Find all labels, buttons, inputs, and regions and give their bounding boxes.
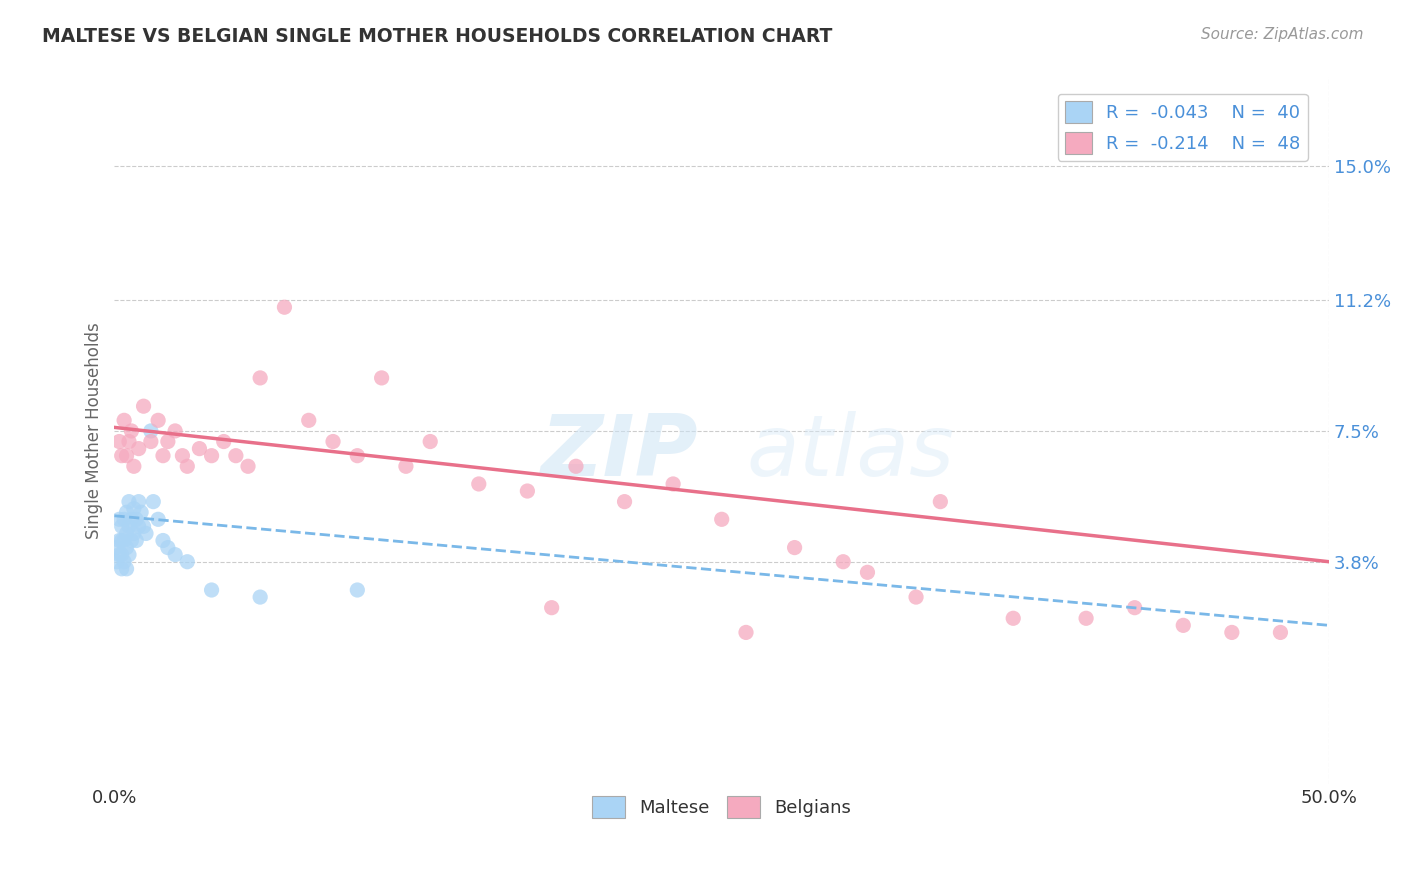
Point — [115, 562, 138, 576]
Text: ZIP: ZIP — [540, 410, 697, 493]
Point — [111, 533, 134, 548]
Point — [142, 494, 165, 508]
Legend: Maltese, Belgians: Maltese, Belgians — [585, 789, 859, 825]
Point — [832, 555, 855, 569]
Point — [115, 449, 138, 463]
Point — [125, 512, 148, 526]
Point — [112, 533, 135, 548]
Point — [735, 625, 758, 640]
Point — [132, 519, 155, 533]
Text: Source: ZipAtlas.com: Source: ZipAtlas.com — [1201, 27, 1364, 42]
Point — [105, 555, 128, 569]
Point — [783, 541, 806, 555]
Point — [120, 533, 142, 548]
Point — [146, 413, 169, 427]
Point — [122, 501, 145, 516]
Point — [249, 590, 271, 604]
Point — [152, 449, 174, 463]
Point — [613, 494, 636, 508]
Point — [346, 582, 368, 597]
Point — [105, 541, 128, 555]
Point — [298, 413, 321, 427]
Point — [172, 449, 194, 463]
Point — [122, 459, 145, 474]
Point — [165, 424, 187, 438]
Point — [1074, 611, 1097, 625]
Point — [111, 562, 134, 576]
Point — [200, 582, 222, 597]
Point — [540, 600, 562, 615]
Point — [112, 413, 135, 427]
Point — [200, 449, 222, 463]
Point — [139, 424, 162, 438]
Point — [111, 449, 134, 463]
Point — [118, 434, 141, 449]
Y-axis label: Single Mother Households: Single Mother Households — [86, 323, 103, 540]
Point — [129, 505, 152, 519]
Point — [156, 541, 179, 555]
Point — [128, 442, 150, 456]
Point — [108, 533, 131, 548]
Point — [111, 548, 134, 562]
Point — [139, 434, 162, 449]
Point — [108, 548, 131, 562]
Point — [125, 533, 148, 548]
Point — [929, 494, 952, 508]
Point — [165, 548, 187, 562]
Point — [225, 449, 247, 463]
Point — [565, 459, 588, 474]
Point — [395, 459, 418, 474]
Point — [112, 555, 135, 569]
Point — [662, 477, 685, 491]
Point — [132, 399, 155, 413]
Point — [115, 505, 138, 519]
Point — [118, 548, 141, 562]
Point — [1220, 625, 1243, 640]
Point — [516, 483, 538, 498]
Point — [710, 512, 733, 526]
Point — [1123, 600, 1146, 615]
Point — [115, 541, 138, 555]
Point — [176, 459, 198, 474]
Point — [146, 512, 169, 526]
Point — [118, 494, 141, 508]
Point — [108, 434, 131, 449]
Point — [156, 434, 179, 449]
Text: atlas: atlas — [747, 410, 955, 493]
Point — [370, 371, 392, 385]
Point — [111, 519, 134, 533]
Point — [856, 566, 879, 580]
Point — [236, 459, 259, 474]
Text: MALTESE VS BELGIAN SINGLE MOTHER HOUSEHOLDS CORRELATION CHART: MALTESE VS BELGIAN SINGLE MOTHER HOUSEHO… — [42, 27, 832, 45]
Point — [112, 512, 135, 526]
Point — [120, 424, 142, 438]
Point — [346, 449, 368, 463]
Point — [120, 512, 142, 526]
Point — [176, 555, 198, 569]
Point — [322, 434, 344, 449]
Point — [128, 519, 150, 533]
Point — [108, 512, 131, 526]
Point — [905, 590, 928, 604]
Point — [1002, 611, 1025, 625]
Point — [188, 442, 211, 456]
Point — [118, 519, 141, 533]
Point — [122, 526, 145, 541]
Point — [115, 526, 138, 541]
Point — [1270, 625, 1292, 640]
Point — [128, 494, 150, 508]
Point — [419, 434, 441, 449]
Point — [1173, 618, 1195, 632]
Point — [273, 300, 295, 314]
Point — [468, 477, 491, 491]
Point — [152, 533, 174, 548]
Point — [212, 434, 235, 449]
Point — [135, 526, 157, 541]
Point — [249, 371, 271, 385]
